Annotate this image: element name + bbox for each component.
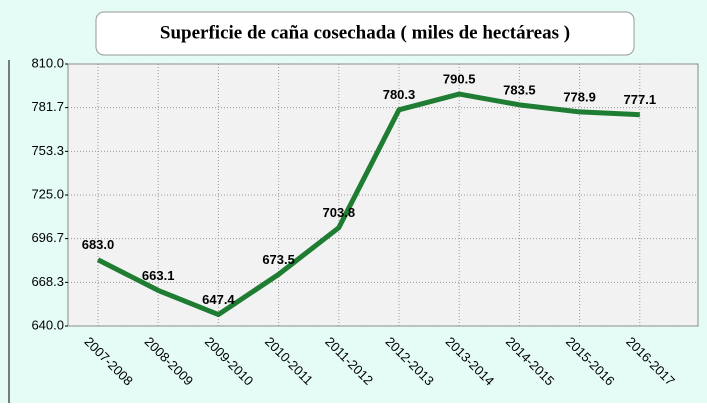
y-tick-label: 696.7 bbox=[31, 230, 64, 245]
data-label: 783.5 bbox=[503, 82, 536, 97]
data-label: 778.9 bbox=[563, 89, 596, 104]
data-label: 663.1 bbox=[142, 268, 175, 283]
data-label: 777.1 bbox=[624, 92, 657, 107]
title-box bbox=[95, 11, 635, 56]
line bbox=[96, 91, 640, 318]
data-label: 683.0 bbox=[82, 237, 115, 252]
data-label: 790.5 bbox=[443, 71, 476, 86]
data-label: 703.8 bbox=[323, 205, 356, 220]
chart-title: Superficie de caña cosechada ( miles de … bbox=[160, 22, 570, 43]
data-label: 673.5 bbox=[262, 252, 295, 267]
data-label: 780.3 bbox=[383, 87, 416, 102]
y-tick-label: 725.0 bbox=[31, 186, 64, 201]
data-label: 647.4 bbox=[202, 292, 235, 307]
y-tick-label: 640.0 bbox=[31, 317, 64, 332]
y-tick-label: 753.3 bbox=[31, 143, 64, 158]
y-tick-label: 781.7 bbox=[31, 99, 64, 114]
y-tick-label: 668.3 bbox=[31, 274, 64, 289]
y-tick-label: 810.0 bbox=[31, 55, 64, 70]
